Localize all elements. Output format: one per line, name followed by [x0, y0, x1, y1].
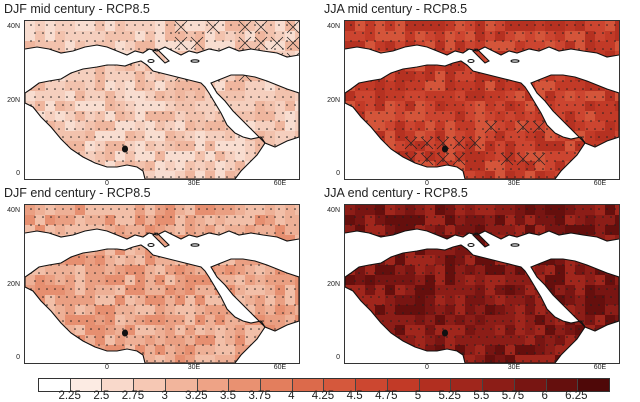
colorbar-segment — [483, 379, 515, 391]
colorbar-segment — [546, 379, 579, 391]
map-svg — [345, 21, 619, 179]
land-shading — [25, 205, 299, 363]
map-panel-jja-mid: JJA mid century - RCP8.5 40N 20N 0 0 30E… — [322, 2, 622, 187]
lon-label-60e: 60E — [273, 180, 287, 187]
colorbar-segment — [229, 379, 262, 391]
panel-title: JJA end century - RCP8.5 — [324, 186, 468, 200]
lat-label-20n: 20N — [7, 281, 20, 288]
panel-title: JJA mid century - RCP8.5 — [324, 2, 468, 16]
lat-label-40n: 40N — [327, 207, 340, 214]
colorbar-tick-label: 5.5 — [473, 390, 490, 402]
map-svg — [345, 205, 619, 363]
lat-label-40n: 40N — [327, 23, 340, 30]
colorbar-tick-label: 3.25 — [185, 390, 208, 402]
colorbar-tick-label: 3 — [161, 390, 168, 402]
map-svg — [25, 21, 299, 179]
colorbar-segment — [102, 379, 135, 391]
lon-label-0: 0 — [425, 180, 429, 187]
colorbar-segment — [261, 379, 293, 391]
lat-label-40n: 40N — [7, 207, 20, 214]
lon-label-0: 0 — [425, 364, 429, 371]
lon-label-60e: 60E — [593, 364, 607, 371]
colorbar-tick-label: 4 — [288, 390, 295, 402]
lon-label-30e: 30E — [187, 180, 201, 187]
colorbar-segment — [39, 379, 71, 391]
colorbar-tick-label: 4.75 — [375, 390, 398, 402]
panel-title: DJF mid century - RCP8.5 — [4, 2, 150, 16]
lon-label-30e: 30E — [507, 180, 521, 187]
map-panel-jja-end: JJA end century - RCP8.5 40N 20N 0 0 30E… — [322, 186, 622, 371]
colorbar-segment — [165, 379, 198, 391]
colorbar-tick-label: 3.5 — [220, 390, 236, 402]
lat-label-0: 0 — [16, 354, 20, 361]
colorbar-tick-label: 5 — [414, 390, 422, 402]
colorbar-segment — [324, 379, 357, 391]
coastline — [345, 228, 619, 363]
map-panel-djf-end: DJF end century - RCP8.5 40N 20N 0 0 30E… — [2, 186, 302, 371]
colorbar-segment — [578, 379, 609, 391]
lat-label-0: 0 — [336, 170, 340, 177]
colorbar-tick-label: 6.25 — [565, 390, 588, 402]
lat-label-20n: 20N — [327, 97, 340, 104]
lat-label-20n: 20N — [327, 281, 340, 288]
colorbar-tick-label: 6 — [541, 390, 548, 402]
hatch-marks — [404, 120, 546, 166]
coastline — [25, 44, 299, 179]
colorbar-segment — [451, 379, 484, 391]
lat-label-0: 0 — [16, 170, 20, 177]
colorbar-tick-label: 3.75 — [248, 390, 271, 402]
colorbar — [38, 378, 610, 392]
colorbar-segment — [387, 379, 420, 391]
lon-label-30e: 30E — [187, 364, 201, 371]
colorbar-segment — [356, 379, 388, 391]
colorbar-segment — [514, 379, 547, 391]
lon-label-60e: 60E — [593, 180, 607, 187]
panel-title: DJF end century - RCP8.5 — [4, 186, 151, 200]
map-area — [344, 204, 620, 364]
colorbar-segment — [292, 379, 325, 391]
coastline — [25, 228, 299, 363]
lon-label-30e: 30E — [507, 364, 521, 371]
map-svg — [25, 205, 299, 363]
colorbar-tick-label: 2.25 — [58, 390, 81, 402]
colorbar-segment — [419, 379, 452, 391]
coastline — [345, 44, 619, 179]
colorbar-tick-label: 4.5 — [346, 390, 363, 402]
colorbar-tick-label: 5.75 — [501, 390, 525, 402]
map-panel-djf-mid: DJF mid century - RCP8.5 40N 20N 0 0 30E… — [2, 2, 302, 187]
lon-label-0: 0 — [105, 180, 109, 187]
map-area — [344, 20, 620, 180]
lat-label-20n: 20N — [7, 97, 20, 104]
lon-label-60e: 60E — [273, 364, 287, 371]
map-area — [24, 204, 300, 364]
lat-label-40n: 40N — [7, 23, 20, 30]
lat-label-0: 0 — [336, 354, 340, 361]
colorbar-tick-label: 5.25 — [438, 390, 461, 402]
colorbar-segment — [197, 379, 230, 391]
lon-label-0: 0 — [105, 364, 109, 371]
colorbar-tick-label: 2.5 — [93, 390, 110, 402]
colorbar-tick-label: 2.75 — [121, 390, 145, 402]
colorbar-segment — [134, 379, 166, 391]
colorbar-tick-label: 4.25 — [311, 390, 335, 402]
colorbar-segment — [70, 379, 103, 391]
map-area — [24, 20, 300, 180]
